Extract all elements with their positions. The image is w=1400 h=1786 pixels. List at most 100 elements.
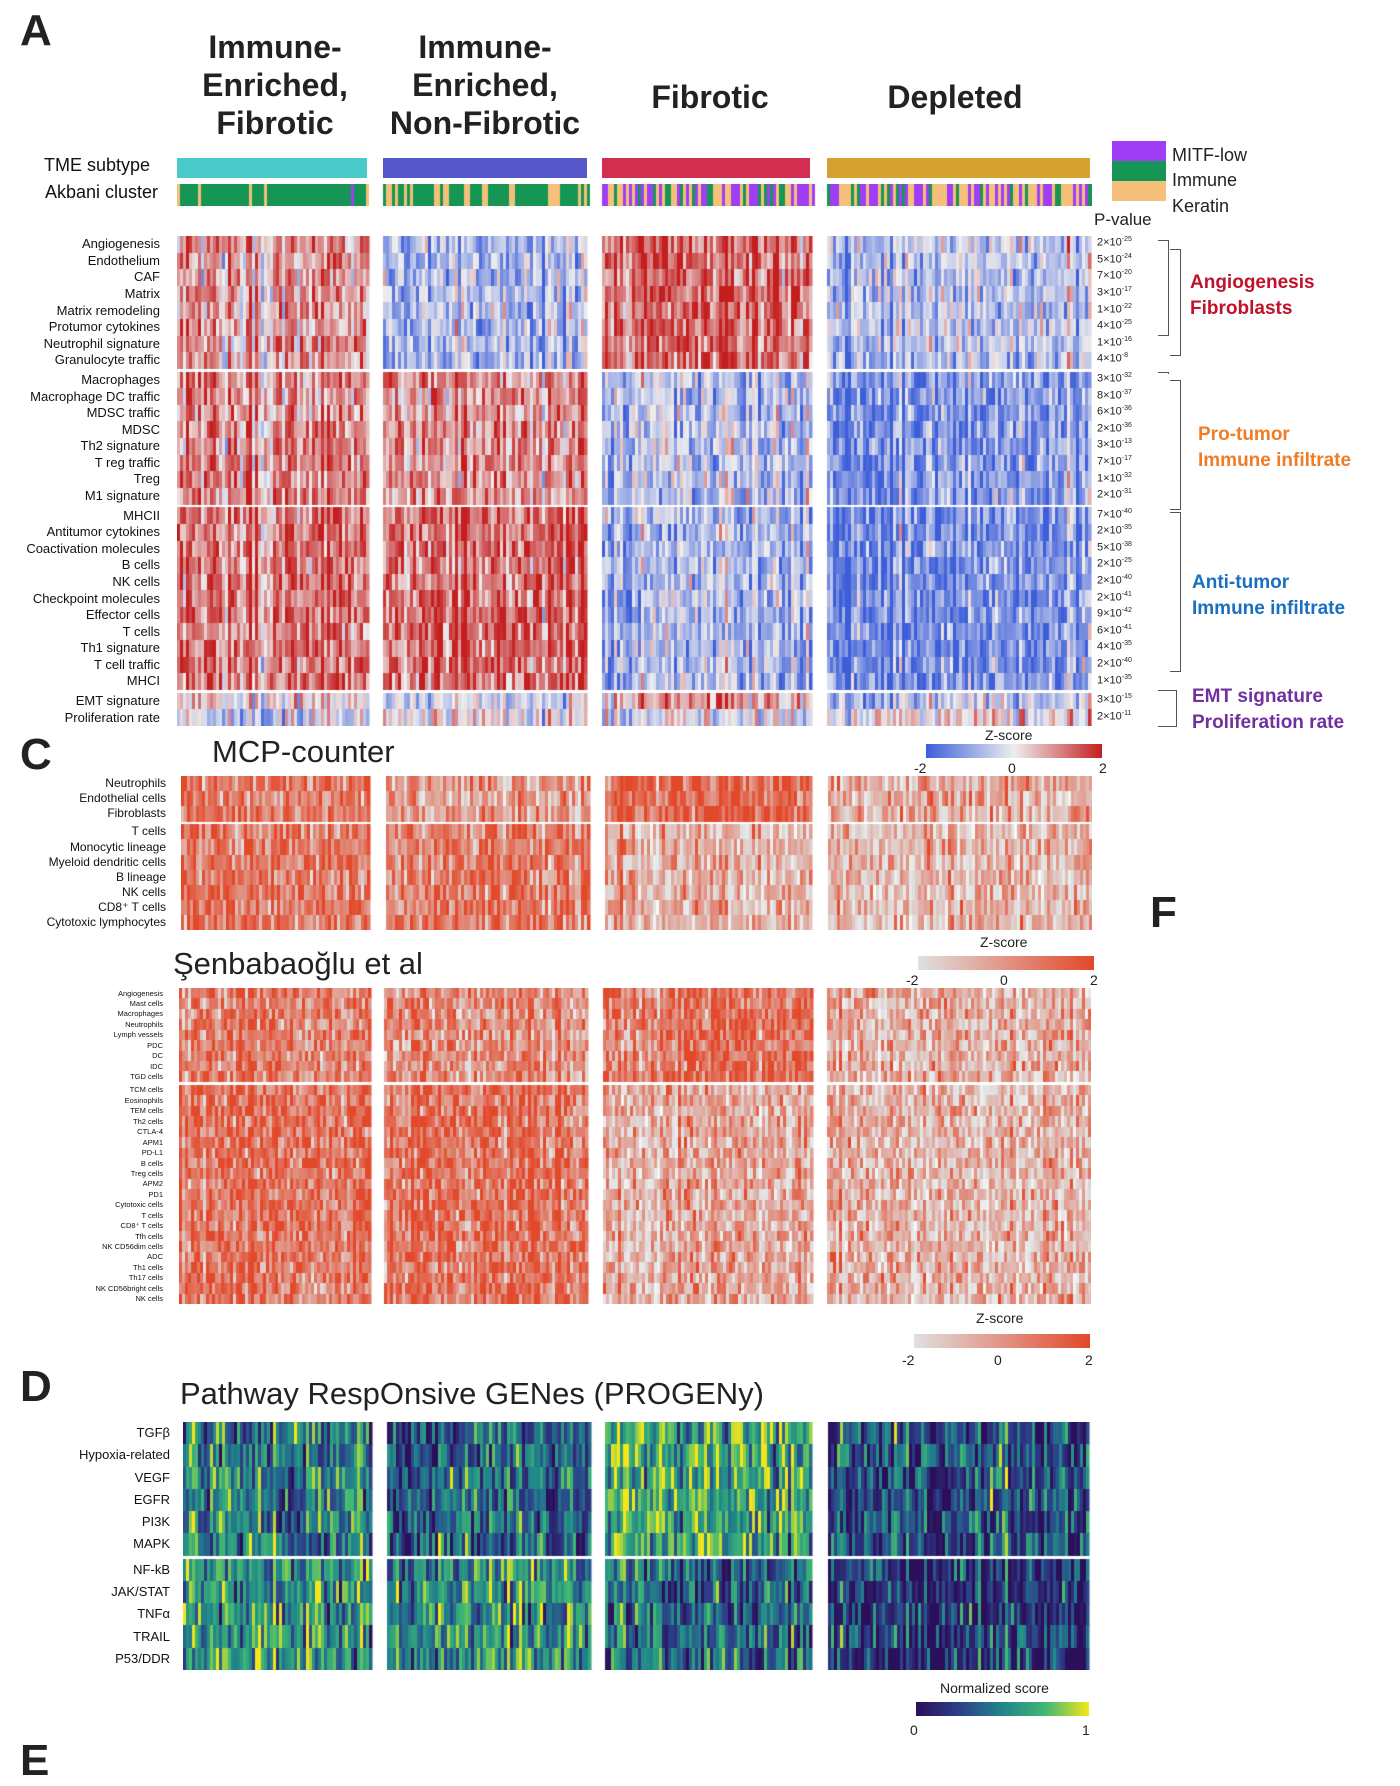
row-label: Treg cells — [130, 1168, 163, 1178]
bracket-angiogenesis — [1158, 240, 1169, 336]
pvalue-label: 4×10-8 — [1097, 352, 1129, 366]
bracket-antitumor — [1170, 512, 1181, 672]
colorbar-c2-tick-mid: 0 — [994, 1352, 1002, 1368]
row-label: P53/DDR — [115, 1650, 170, 1666]
akbani-cluster-label: Akbani cluster — [44, 182, 158, 202]
pvalue-label: 7×10-20 — [1097, 269, 1132, 283]
row-label: APM2 — [142, 1179, 163, 1189]
row-label: CD8⁺ T cells — [98, 899, 166, 914]
row-label: Macrophages — [117, 1009, 163, 1019]
tme-subtype-segment — [177, 158, 367, 178]
colorbar-d-tick-min: 0 — [910, 1722, 918, 1738]
tme-subtype-segment — [383, 158, 587, 178]
row-label: TNFα — [137, 1606, 170, 1622]
row-label: Lymph vessels — [113, 1030, 163, 1040]
colorbar-a-tick-max: 2 — [1099, 760, 1107, 776]
group-label-2: Immune- Enriched, Non-Fibrotic — [389, 29, 581, 141]
senbabaoglu-title: Şenbabaoğlu et al — [173, 946, 423, 981]
panel-letter-f: F — [1150, 888, 1177, 937]
row-label: Hypoxia-related — [78, 1447, 170, 1463]
row-label: Endothelial cells — [79, 791, 166, 806]
panel-letter-a: A — [20, 6, 52, 55]
legend-swatch-immune — [1112, 161, 1166, 181]
colorbar-c2-tick-min: -2 — [902, 1352, 915, 1368]
row-label: DC — [152, 1051, 163, 1061]
row-label: Neutrophils — [125, 1019, 163, 1029]
colorbar-c1-title: Z-score — [980, 934, 1028, 950]
row-label: Matrix — [124, 285, 160, 301]
colorbar-c2 — [914, 1334, 1090, 1348]
heatmap-a — [177, 236, 1092, 726]
row-label: Th1 cells — [132, 1262, 163, 1272]
row-label: Th2 cells — [132, 1116, 163, 1126]
row-label: TEM cells — [130, 1106, 163, 1116]
row-label: T cells — [141, 1210, 163, 1220]
legend-label-mitf-low: MITF-low — [1172, 145, 1247, 165]
colorbar-c1-tick-mid: 0 — [1000, 972, 1008, 988]
pvalue-header: P-value — [1094, 210, 1152, 229]
row-label: T cells — [122, 623, 160, 639]
row-label: Th2 signature — [80, 438, 161, 454]
row-label: PD-L1 — [141, 1148, 163, 1158]
colorbar-c1 — [918, 956, 1094, 970]
pvalue-label: 2×10-25 — [1097, 557, 1132, 571]
row-label: T reg traffic — [94, 454, 160, 470]
row-label: Matrix remodeling — [56, 302, 160, 318]
row-label: EMT signature — [75, 693, 160, 709]
row-label: Checkpoint molecules — [32, 590, 160, 606]
tme-subtype-segment — [827, 158, 1090, 178]
colorbar-d-title: Normalized score — [940, 1680, 1049, 1696]
row-label: Macrophage DC traffic — [30, 388, 160, 404]
row-label: Th1 signature — [80, 640, 161, 656]
pvalue-label: 6×10-36 — [1097, 405, 1132, 418]
row-label: Coactivation molecules — [26, 540, 160, 556]
colorbar-d-tick-max: 1 — [1082, 1722, 1090, 1738]
row-label: Protumor cytokines — [48, 319, 160, 335]
row-label: Cytotoxic lymphocytes — [46, 915, 166, 929]
pvalue-label: 2×10-36 — [1097, 421, 1132, 435]
row-label: M1 signature — [84, 488, 160, 504]
pvalue-label: 5×10-38 — [1097, 540, 1132, 554]
row-label: Effector cells — [85, 607, 160, 623]
row-label: Mast cells — [129, 999, 163, 1008]
row-label: Neutrophils — [105, 776, 166, 791]
pvalue-label: 6×10-41 — [1097, 623, 1132, 637]
legend-swatch-mitf-low — [1112, 141, 1166, 161]
row-label: CTLA-4 — [137, 1127, 163, 1137]
bracket-angiogenesis-full — [1170, 249, 1181, 356]
group-label-1: Immune- Enriched, Fibrotic — [202, 29, 348, 141]
colorbar-c1-tick-min: -2 — [906, 972, 919, 988]
pvalue-label: 2×10-31 — [1097, 488, 1132, 501]
row-label: Tfh cells — [135, 1231, 163, 1241]
row-label: T cells — [131, 824, 166, 839]
row-label: ADC — [147, 1252, 163, 1262]
progeny-title: Pathway RespOnsive GENes (PROGENy) — [180, 1376, 765, 1411]
pvalue-label: 3×10-15 — [1097, 693, 1132, 706]
category-protumor: Pro-tumor Immune infiltrate — [1198, 424, 1352, 471]
row-label: NK cells — [112, 573, 160, 589]
row-label: PI3K — [141, 1514, 170, 1530]
row-label: PDC — [147, 1040, 163, 1050]
pvalue-label: 5×10-24 — [1097, 252, 1132, 266]
colorbar-c2-title: Z-score — [976, 1310, 1024, 1326]
pvalue-label: 8×10-37 — [1097, 388, 1132, 402]
pvalue-label: 1×10-35 — [1097, 673, 1132, 687]
colorbar-d — [916, 1702, 1089, 1716]
bracket-protumor — [1170, 380, 1181, 510]
legend-label-immune: Immune — [1172, 170, 1238, 190]
row-label: Neutrophil signature — [43, 335, 160, 351]
pvalue-label: 4×10-35 — [1097, 640, 1132, 654]
bracket-emt — [1158, 690, 1177, 727]
row-label: IDC — [150, 1061, 163, 1071]
category-antitumor: Anti-tumor Immune infiltrate — [1192, 572, 1346, 619]
colorbar-a-title: Z-score — [985, 727, 1033, 743]
row-label: NK cells — [121, 884, 166, 899]
row-label: VEGF — [134, 1469, 170, 1485]
colorbar-c1-tick-max: 2 — [1090, 972, 1098, 988]
category-angiogenesis: Angiogenesis Fibroblasts — [1190, 272, 1315, 319]
tme-subtype-label: TME subtype — [43, 155, 150, 175]
row-label: JAK/STAT — [111, 1583, 170, 1599]
colorbar-c2-tick-max: 2 — [1085, 1352, 1093, 1368]
row-label: B cells — [121, 557, 160, 573]
row-label: Proliferation rate — [64, 709, 160, 725]
